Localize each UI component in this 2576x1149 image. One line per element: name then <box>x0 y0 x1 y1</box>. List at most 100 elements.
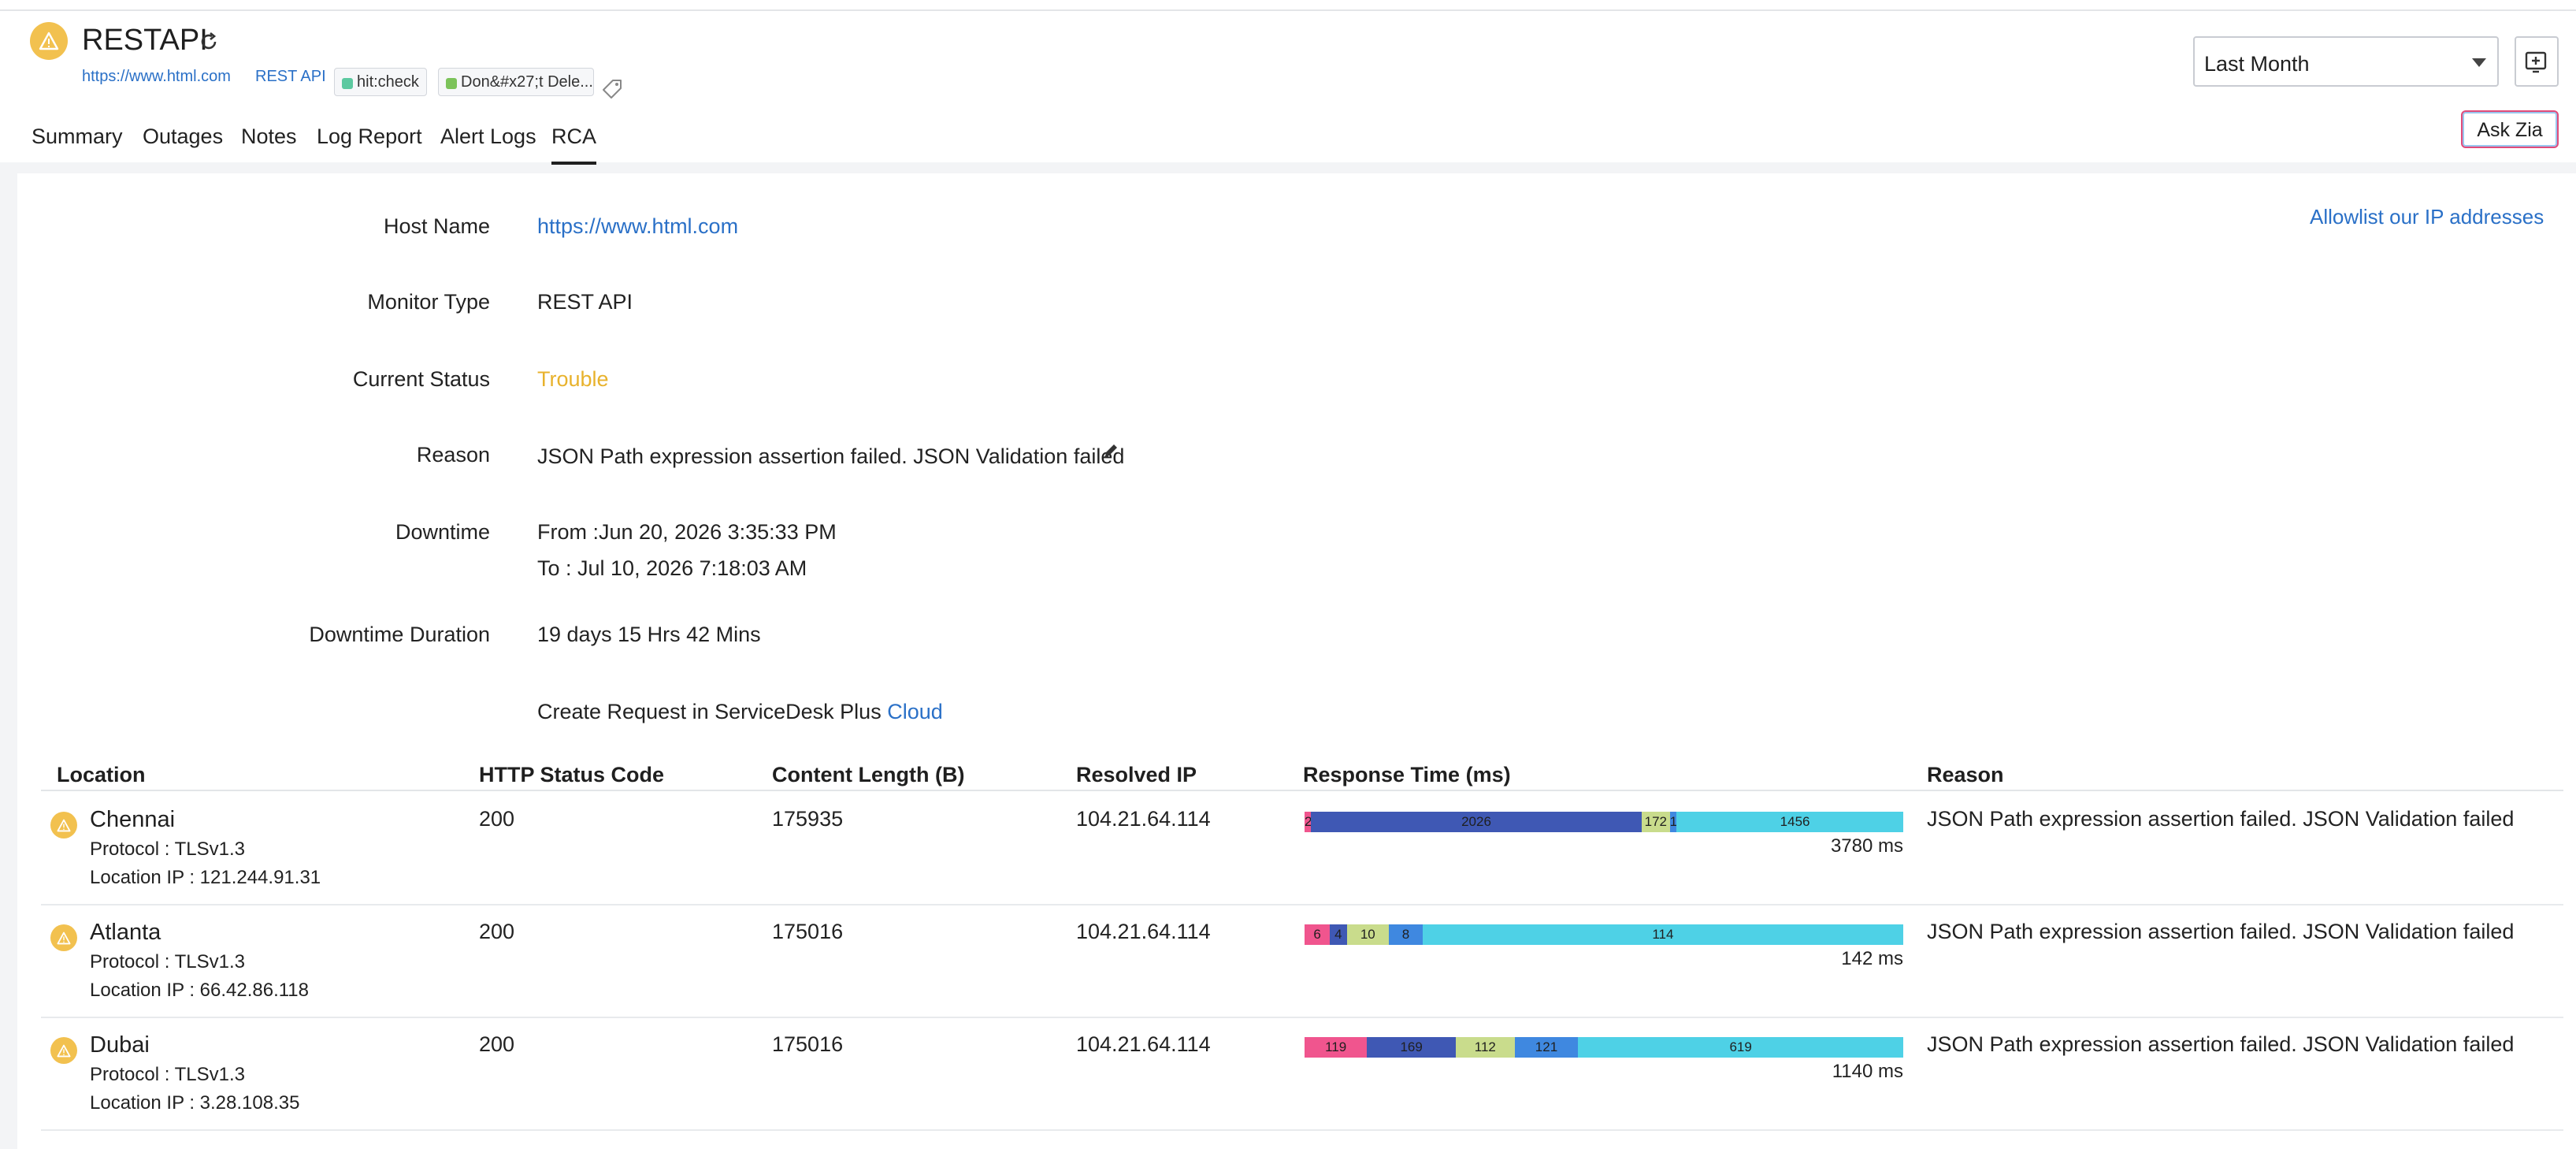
tab-notes[interactable]: Notes <box>241 125 297 148</box>
chevron-down-icon <box>2472 58 2486 67</box>
location-ip: Location IP : 3.28.108.35 <box>90 1092 300 1114</box>
row-reason: JSON Path expression assertion failed. J… <box>1927 920 2515 943</box>
refresh-icon[interactable] <box>199 32 219 58</box>
response-time-segment[interactable]: 2026 <box>1311 812 1642 832</box>
response-time-bar[interactable]: 22026172101456 <box>1305 812 1903 832</box>
downtime-duration-value: 19 days 15 Hrs 42 Mins <box>537 623 761 646</box>
response-time-segment[interactable]: 1456 <box>1676 812 1903 832</box>
response-time-segment[interactable]: 112 <box>1455 1037 1515 1058</box>
table-header: Location HTTP Status Code Content Length… <box>41 760 2563 791</box>
response-time-bar[interactable]: 119 169 112 121 619 <box>1305 1037 1903 1058</box>
tab-summary[interactable]: Summary <box>32 125 123 148</box>
response-time-total: 1140 ms <box>1832 1061 1903 1082</box>
location-name: Atlanta <box>90 920 161 945</box>
response-time-segment[interactable]: 2 <box>1305 812 1311 832</box>
resolved-ip: 104.21.64.114 <box>1076 807 1211 831</box>
location-ip: Location IP : 66.42.86.118 <box>90 980 310 1001</box>
response-time-segment[interactable]: 10 <box>1346 924 1390 945</box>
response-time-segment[interactable]: 114 <box>1422 924 1903 945</box>
table-row[interactable]: Atlanta Protocol : TLSv1.3 Location IP :… <box>41 905 2563 1018</box>
current-status-label: Current Status <box>352 367 490 391</box>
response-time-total: 142 ms <box>1841 948 1903 969</box>
monitor-type-link[interactable]: REST API <box>255 68 326 85</box>
period-select-value: Last Month <box>2204 52 2310 76</box>
downtime-label: Downtime <box>395 520 490 544</box>
warning-icon <box>50 812 77 839</box>
location-protocol: Protocol : TLSv1.3 <box>90 1064 245 1085</box>
tab-rca[interactable]: RCA <box>551 125 597 165</box>
table-row[interactable]: Chennai Protocol : TLSv1.3 Location IP :… <box>41 793 2563 905</box>
tag-dont-delete[interactable]: Don&#x27;t Dele... <box>438 68 594 96</box>
host-name-link[interactable]: https://www.html.com <box>537 214 739 238</box>
downtime-duration-label: Downtime Duration <box>309 623 490 646</box>
response-time-segment[interactable]: 169 <box>1367 1037 1456 1058</box>
response-time-segment[interactable]: 121 <box>1514 1037 1579 1058</box>
http-status-code: 200 <box>479 1032 515 1056</box>
ask-zia-button[interactable]: Ask Zia <box>2461 110 2559 148</box>
resolved-ip: 104.21.64.114 <box>1076 1032 1211 1056</box>
current-status-value: Trouble <box>537 367 609 391</box>
col-location: Location <box>57 763 146 786</box>
response-time-segment[interactable]: 619 <box>1578 1037 1903 1058</box>
period-select[interactable]: Last Month <box>2193 36 2499 87</box>
response-time-segment[interactable]: 172 <box>1642 812 1670 832</box>
edit-reason-icon[interactable] <box>1101 441 1120 464</box>
response-time-segment[interactable]: 6 <box>1305 924 1331 945</box>
col-http-status: HTTP Status Code <box>479 763 665 786</box>
allowlist-link[interactable]: Allowlist our IP addresses <box>2310 205 2544 229</box>
location-protocol: Protocol : TLSv1.3 <box>90 951 245 972</box>
resolved-ip: 104.21.64.114 <box>1076 920 1211 943</box>
reason-label: Reason <box>416 443 490 467</box>
create-request-row: Create Request in ServiceDesk Plus Cloud <box>537 700 943 724</box>
monitor-type-label: Monitor Type <box>367 290 490 314</box>
tab-log-report[interactable]: Log Report <box>317 125 422 148</box>
row-reason: JSON Path expression assertion failed. J… <box>1927 1032 2515 1056</box>
col-reason: Reason <box>1927 763 2004 786</box>
rca-panel: Allowlist our IP addresses Host Name htt… <box>17 173 2576 1149</box>
tab-alert-logs[interactable]: Alert Logs <box>440 125 536 148</box>
create-request-text: Create Request in ServiceDesk Plus <box>537 700 882 723</box>
warning-icon <box>50 924 77 951</box>
content-length: 175016 <box>772 1032 844 1056</box>
response-time-segment[interactable]: 119 <box>1305 1037 1368 1058</box>
location-name: Dubai <box>90 1032 150 1058</box>
tag-color-dot <box>342 78 353 89</box>
warning-icon <box>30 22 68 60</box>
monitor-title: RESTAPI <box>82 24 208 57</box>
monitor-url-link[interactable]: https://www.html.com <box>82 68 231 85</box>
col-content-length: Content Length (B) <box>772 763 965 786</box>
response-time-segment[interactable]: 8 <box>1389 924 1423 945</box>
dashboard-add-icon <box>2525 51 2547 73</box>
table-row[interactable]: Dubai Protocol : TLSv1.3 Location IP : 3… <box>41 1018 2563 1131</box>
col-response-time: Response Time (ms) <box>1303 763 1511 786</box>
downtime-to: To : Jul 10, 2026 7:18:03 AM <box>537 556 807 580</box>
host-name-label: Host Name <box>383 214 490 238</box>
location-ip: Location IP : 121.244.91.31 <box>90 867 321 888</box>
tab-outages[interactable]: Outages <box>143 125 224 148</box>
content-length: 175016 <box>772 920 844 943</box>
tag-color-dot <box>446 78 457 89</box>
downtime-from: From :Jun 20, 2026 3:35:33 PM <box>537 520 837 544</box>
response-time-segment[interactable]: 4 <box>1330 924 1347 945</box>
response-time-segment[interactable]: 10 <box>1669 812 1676 832</box>
add-to-dashboard-button[interactable] <box>2515 36 2559 87</box>
create-request-cloud-link[interactable]: Cloud <box>887 700 943 723</box>
http-status-code: 200 <box>479 920 515 943</box>
tag-label: hit:check <box>357 73 419 91</box>
reason-value: JSON Path expression assertion failed. J… <box>537 444 1125 468</box>
http-status-code: 200 <box>479 807 515 831</box>
tag-add-icon[interactable] <box>600 77 624 105</box>
row-reason: JSON Path expression assertion failed. J… <box>1927 807 2515 831</box>
top-strip <box>0 0 2576 11</box>
tag-hit-check[interactable]: hit:check <box>334 68 427 96</box>
location-name: Chennai <box>90 807 176 832</box>
warning-icon <box>50 1037 77 1064</box>
tag-label: Don&#x27;t Dele... <box>461 73 593 91</box>
response-time-total: 3780 ms <box>1830 835 1903 857</box>
col-resolved-ip: Resolved IP <box>1076 763 1197 786</box>
monitor-header: RESTAPI https://www.html.com REST API hi… <box>0 11 2576 165</box>
response-time-bar[interactable]: 6 4 10 8 114 <box>1305 924 1903 945</box>
monitor-type-value: REST API <box>537 290 633 314</box>
content-length: 175935 <box>772 807 844 831</box>
location-protocol: Protocol : TLSv1.3 <box>90 839 245 860</box>
